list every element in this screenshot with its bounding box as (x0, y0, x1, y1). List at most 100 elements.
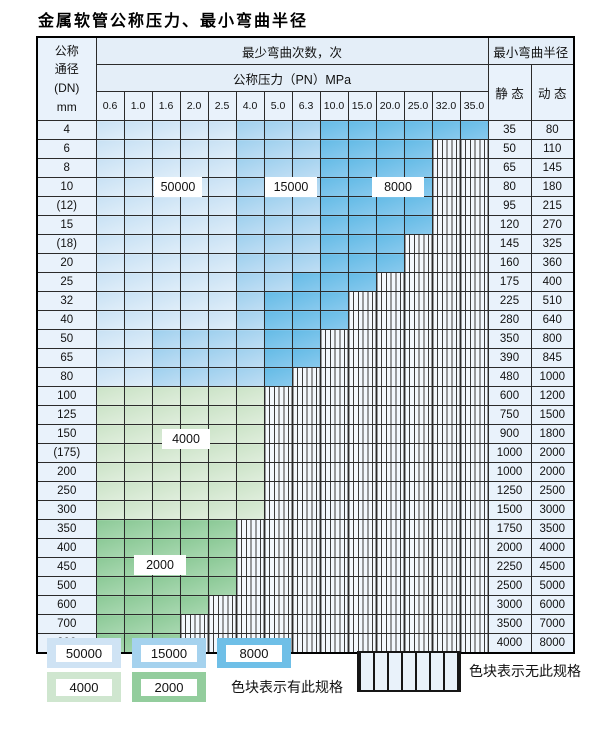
spec-cell (179, 595, 209, 615)
spec-cell (95, 443, 125, 463)
spec-cell (207, 481, 237, 501)
static-radius-cell: 2250 (487, 557, 532, 577)
no-spec-cell (291, 614, 321, 634)
no-spec-cell (375, 291, 405, 311)
pressure-column-header: 5.0 (263, 91, 293, 121)
no-spec-cell (375, 386, 405, 406)
spec-cell (95, 405, 125, 425)
spec-cell (151, 481, 181, 501)
no-spec-cell (347, 481, 377, 501)
spec-cell (263, 139, 293, 159)
dn-cell: 32 (36, 291, 97, 311)
no-spec-cell (263, 386, 293, 406)
spec-cell (95, 329, 125, 349)
spec-cell (151, 139, 181, 159)
spec-cell (263, 158, 293, 178)
no-spec-cell (235, 557, 265, 577)
spec-cell (123, 177, 153, 197)
no-spec-cell (347, 462, 377, 482)
spec-cell (347, 158, 377, 178)
table-row: (18) 145 325 (36, 234, 575, 254)
no-spec-cell (347, 500, 377, 520)
dn-cell: 15 (36, 215, 97, 235)
spec-cell (347, 120, 377, 140)
pressure-column-header: 10.0 (319, 91, 349, 121)
spec-cell (375, 120, 405, 140)
dn-cell: 125 (36, 405, 97, 425)
dynamic-radius-cell: 270 (530, 215, 575, 235)
spec-cell (319, 139, 349, 159)
spec-cell (319, 291, 349, 311)
spec-cell (375, 234, 405, 254)
spec-cell (319, 196, 349, 216)
dynamic-header: 动 态 (530, 64, 575, 121)
no-spec-cell (431, 614, 461, 634)
dynamic-radius-cell: 360 (530, 253, 575, 273)
spec-cell (123, 329, 153, 349)
no-spec-cell (403, 424, 433, 444)
no-spec-cell (235, 538, 265, 558)
no-spec-cell (431, 481, 461, 501)
dynamic-radius-cell: 5000 (530, 576, 575, 596)
dynamic-radius-cell: 180 (530, 177, 575, 197)
spec-cell (235, 215, 265, 235)
table-row: 65 390 845 (36, 348, 575, 368)
cycle-count-label: 2000 (134, 555, 186, 575)
no-spec-cell (403, 576, 433, 596)
spec-table: 公称 通径 (DN) mm 最少弯曲次数，次 最小弯曲半径 公称压力（PN）MP… (36, 36, 575, 654)
dynamic-radius-cell: 4500 (530, 557, 575, 577)
spec-cell (179, 500, 209, 520)
table-row: 700 3500 7000 (36, 614, 575, 634)
spec-cell (95, 196, 125, 216)
spec-cell (123, 367, 153, 387)
dn-cell: 6 (36, 139, 97, 159)
no-spec-cell (319, 348, 349, 368)
spec-cell (375, 158, 405, 178)
no-spec-cell (375, 519, 405, 539)
spec-cell (123, 443, 153, 463)
cycle-count-label: 50000 (154, 177, 202, 197)
spec-cell (151, 215, 181, 235)
no-spec-cell (459, 196, 489, 216)
dynamic-radius-cell: 8000 (530, 633, 575, 654)
no-spec-label: 色块表示无此规格 (469, 663, 581, 679)
no-spec-cell (319, 500, 349, 520)
dn-header: 公称 通径 (DN) mm (36, 36, 97, 121)
static-radius-cell: 2500 (487, 576, 532, 596)
no-spec-cell (403, 462, 433, 482)
table-row: 350 1750 3500 (36, 519, 575, 539)
dn-cell: 400 (36, 538, 97, 558)
dynamic-radius-cell: 7000 (530, 614, 575, 634)
spec-cell (123, 272, 153, 292)
no-spec-cell (403, 443, 433, 463)
no-spec-cell (431, 310, 461, 330)
static-radius-cell: 1250 (487, 481, 532, 501)
spec-cell (347, 272, 377, 292)
legend-swatch: 8000 (217, 638, 291, 668)
no-spec-swatch (357, 651, 461, 692)
no-spec-cell (347, 614, 377, 634)
spec-cell (151, 576, 181, 596)
no-spec-cell (459, 386, 489, 406)
spec-cell (235, 329, 265, 349)
no-spec-cell (319, 576, 349, 596)
static-radius-cell: 3000 (487, 595, 532, 615)
spec-cell (95, 367, 125, 387)
spec-cell (95, 234, 125, 254)
dynamic-radius-cell: 1500 (530, 405, 575, 425)
spec-cell (95, 576, 125, 596)
no-spec-cell (375, 614, 405, 634)
no-spec-cell (403, 481, 433, 501)
spec-cell (403, 215, 433, 235)
no-spec-cell (431, 196, 461, 216)
spec-cell (95, 424, 125, 444)
no-spec-cell (207, 614, 237, 634)
spec-cell (95, 500, 125, 520)
spec-cell (291, 329, 321, 349)
no-spec-cell (347, 595, 377, 615)
spec-cell (403, 139, 433, 159)
no-spec-cell (431, 595, 461, 615)
spec-cell (151, 367, 181, 387)
dynamic-radius-cell: 2000 (530, 443, 575, 463)
no-spec-cell (263, 405, 293, 425)
